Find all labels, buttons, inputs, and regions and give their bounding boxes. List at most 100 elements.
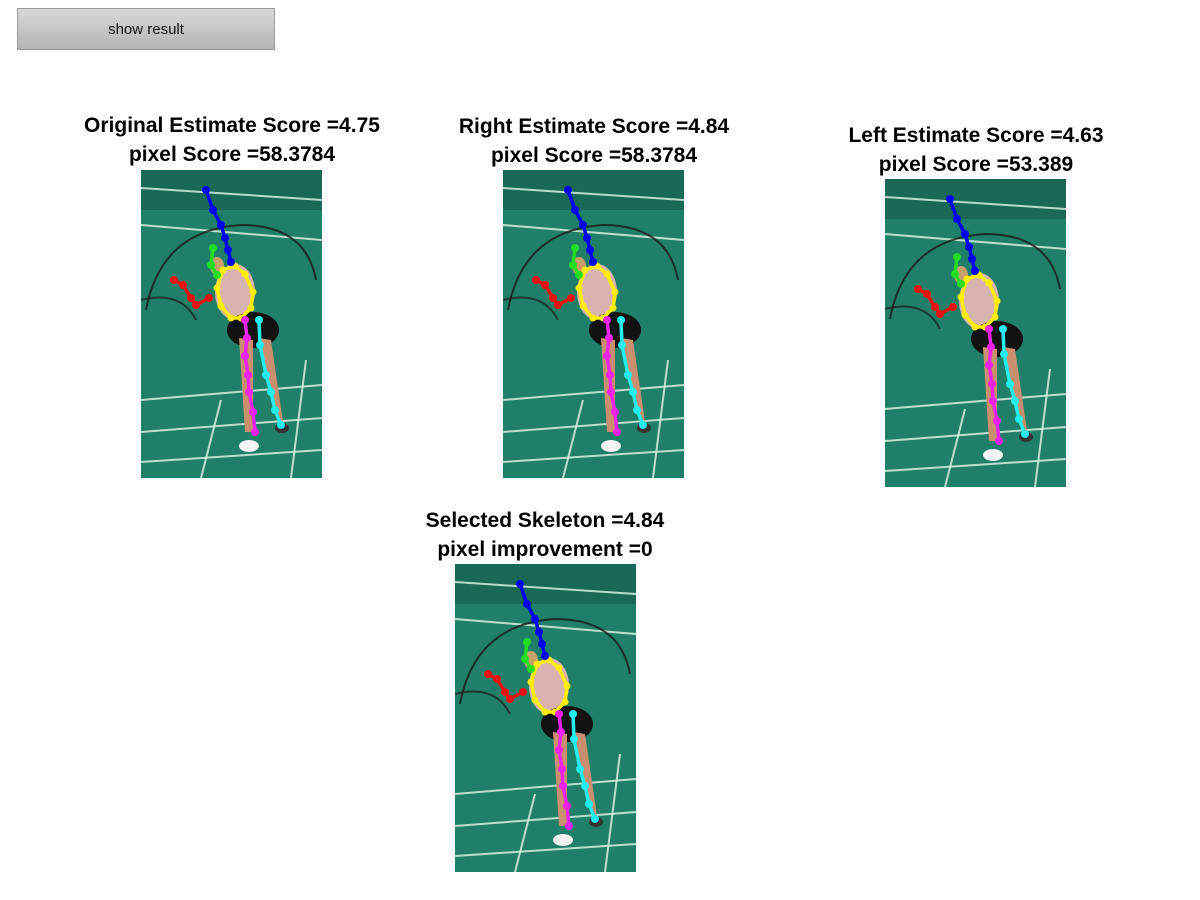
show-result-button[interactable]: show result	[17, 8, 275, 50]
right-estimate-title: Right Estimate Score =4.84 pixel Score =…	[424, 112, 764, 170]
head-joint	[953, 215, 961, 223]
head-joint	[579, 221, 587, 229]
left-leg-joint	[585, 800, 593, 808]
torso-joint	[247, 304, 255, 312]
torso-joint	[581, 266, 589, 274]
torso-joint	[555, 664, 563, 672]
right-leg-joint	[249, 408, 257, 416]
torso-joint	[957, 293, 965, 301]
left-leg-joint	[624, 371, 632, 379]
right-arm-joint	[192, 301, 200, 309]
right-leg-joint	[251, 428, 259, 436]
right-leg-joint	[603, 352, 611, 360]
right-leg-joint	[557, 728, 565, 736]
left-arm-joint	[571, 244, 579, 252]
right-arm-joint	[532, 276, 540, 284]
torso-joint	[985, 279, 993, 287]
head-joint	[523, 600, 531, 608]
left-leg-joint	[1011, 397, 1019, 405]
left-estimate-image	[885, 179, 1066, 487]
left-leg-joint	[581, 782, 589, 790]
head-joint	[217, 221, 225, 229]
head-joint	[535, 628, 543, 636]
right-arm-joint	[493, 675, 501, 683]
torso-joint	[217, 302, 225, 310]
right-arm-joint	[567, 294, 575, 302]
torso-joint	[563, 682, 571, 690]
torso-joint	[589, 314, 597, 322]
right-estimate-score: Right Estimate Score =4.84	[458, 115, 730, 138]
torso-outline	[529, 658, 569, 714]
selected-pixel-improvement: pixel improvement =0	[437, 538, 653, 561]
right-leg-joint	[989, 397, 997, 405]
torso-joint	[971, 323, 979, 331]
right-pixel-score: pixel Score =58.3784	[490, 144, 698, 167]
left-leg-joint	[262, 371, 270, 379]
right-arm-joint	[187, 294, 195, 302]
right-leg-joint	[611, 408, 619, 416]
torso-joint	[961, 311, 969, 319]
right-leg-joint	[244, 371, 252, 379]
right-leg-joint	[613, 428, 621, 436]
head-joint	[541, 652, 549, 660]
left-estimate-score: Left Estimate Score =4.63	[848, 124, 1104, 147]
left-leg-joint	[1021, 430, 1029, 438]
left-leg-joint	[570, 735, 578, 743]
right-leg-joint	[563, 802, 571, 810]
selected-skeleton-title: Selected Skeleton =4.84 pixel improvemen…	[375, 506, 715, 564]
left-leg-joint	[576, 765, 584, 773]
left-leg-joint	[629, 388, 637, 396]
torso-joint	[963, 275, 971, 283]
court-photo	[503, 170, 684, 478]
head-joint	[968, 255, 976, 263]
left-leg-joint	[639, 421, 647, 429]
left-leg-joint	[1006, 380, 1014, 388]
right-leg-joint	[607, 388, 615, 396]
head-joint	[571, 206, 579, 214]
head-joint	[564, 186, 572, 194]
left-arm-joint	[213, 271, 221, 279]
pose-skeleton	[484, 580, 599, 830]
right-leg-joint	[555, 746, 563, 754]
right-leg-joint	[241, 352, 249, 360]
right-leg-joint	[603, 316, 611, 324]
left-leg-joint	[256, 341, 264, 349]
right-arm-joint	[506, 695, 514, 703]
left-estimate-title: Left Estimate Score =4.63 pixel Score =5…	[806, 121, 1146, 179]
left-arm-joint	[957, 280, 965, 288]
torso-joint	[219, 266, 227, 274]
right-arm-joint	[923, 290, 931, 298]
head-joint	[586, 246, 594, 254]
right-arm-joint	[914, 285, 922, 293]
selected-skeleton-image	[455, 564, 636, 872]
left-leg-joint	[267, 388, 275, 396]
left-arm-joint	[953, 253, 961, 261]
torso-joint	[611, 288, 619, 296]
head-joint	[961, 230, 969, 238]
torso-joint	[241, 270, 249, 278]
right-leg-joint	[987, 343, 995, 351]
left-leg-joint	[569, 710, 577, 718]
left-arm-joint	[521, 655, 529, 663]
left-arm-joint	[207, 261, 215, 269]
left-arm-joint	[575, 271, 583, 279]
left-leg-joint	[1000, 350, 1008, 358]
original-pixel-score: pixel Score =58.3784	[128, 143, 336, 166]
right-arm-joint	[170, 276, 178, 284]
right-arm-joint	[484, 670, 492, 678]
right-leg-joint	[243, 334, 251, 342]
head-joint	[516, 580, 524, 588]
right-arm-joint	[519, 688, 527, 696]
head-joint	[965, 243, 973, 251]
left-leg-joint	[617, 316, 625, 324]
right-arm-joint	[554, 301, 562, 309]
right-leg-joint	[985, 325, 993, 333]
right-arm-joint	[205, 294, 213, 302]
torso-joint	[527, 678, 535, 686]
right-arm-joint	[179, 281, 187, 289]
original-estimate-image	[141, 170, 322, 478]
head-joint	[971, 267, 979, 275]
head-joint	[946, 195, 954, 203]
right-arm-joint	[936, 310, 944, 318]
right-leg-joint	[606, 371, 614, 379]
